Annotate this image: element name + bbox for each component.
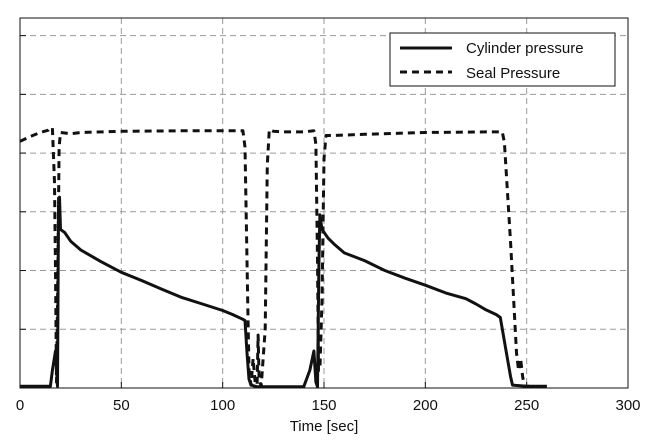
x-tick-label: 300 [615, 397, 640, 414]
series-line-cylinder-pressure [20, 195, 547, 389]
x-tick-label: 50 [113, 397, 130, 414]
legend-label-seal-pressure: Seal Pressure [466, 65, 560, 82]
x-axis-title: Time [sec] [290, 418, 359, 435]
x-tick-label: 200 [413, 397, 438, 414]
series-lines [19, 126, 547, 389]
tick-labels: 0 50 100 150 200 250 300 [16, 397, 641, 414]
legend-label-cylinder-pressure: Cylinder pressure [466, 40, 584, 57]
x-tick-label: 0 [16, 397, 24, 414]
x-tick-label: 100 [210, 397, 235, 414]
legend-box [389, 32, 616, 87]
x-tick-label: 150 [311, 397, 336, 414]
legend: Cylinder pressure Seal Pressure [389, 32, 616, 87]
series-line-seal-pressure [19, 126, 531, 389]
axes-frame [19, 17, 629, 389]
x-tick-label: 250 [514, 397, 539, 414]
